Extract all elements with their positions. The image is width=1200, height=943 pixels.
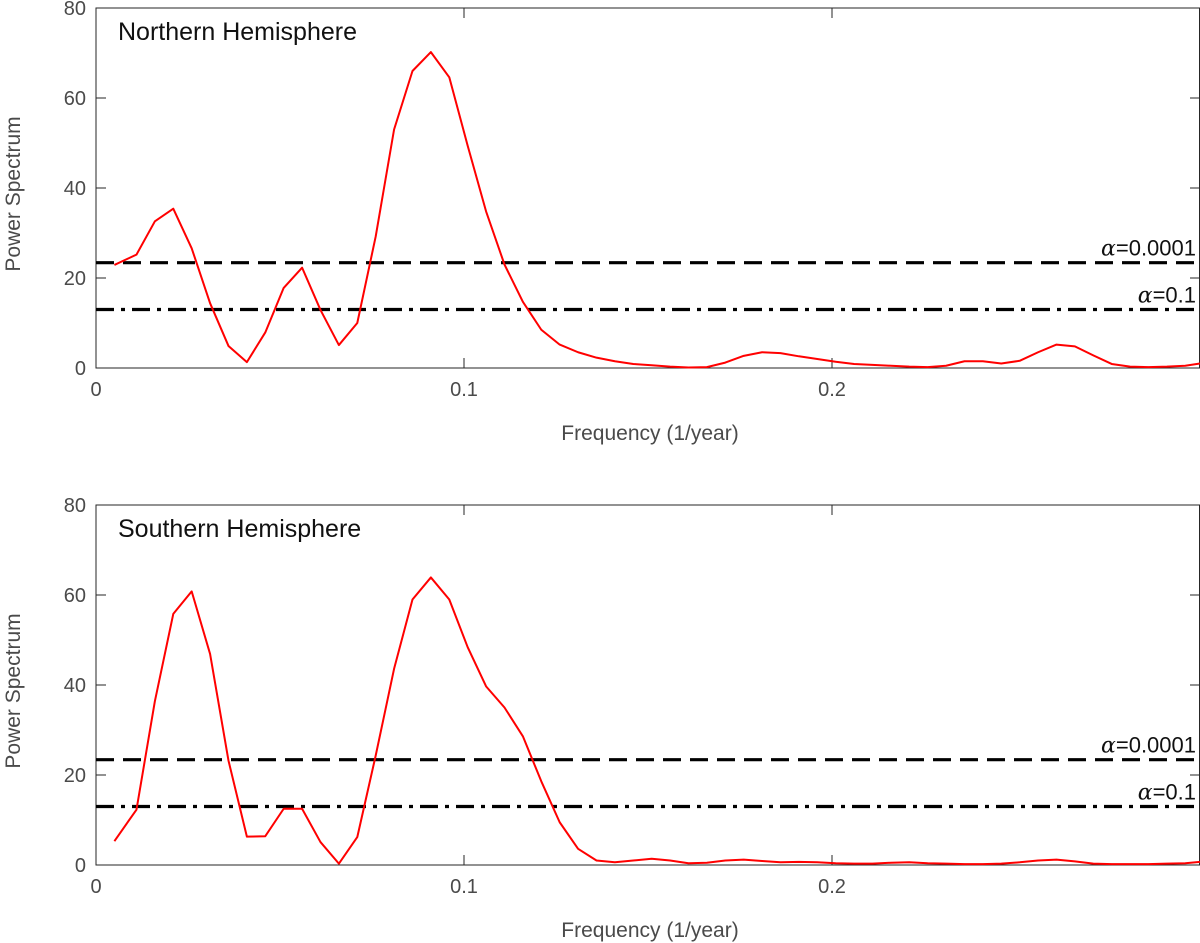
threshold-value: =0.0001: [1116, 236, 1196, 261]
x-tick-label: 0: [90, 379, 101, 401]
threshold-value: =0.0001: [1116, 733, 1196, 758]
threshold-symbol: α: [1101, 237, 1116, 262]
y-axis-label: Power Spectrum: [2, 613, 25, 768]
x-tick-label: 0: [90, 876, 101, 898]
y-tick-label: 0: [75, 358, 86, 380]
threshold-label: α=0.1: [1138, 283, 1196, 309]
x-tick-label: 0.1: [450, 379, 478, 401]
chart-panel-2: 0 20 40 60 80 0 0.1 0.2 Frequency (1/year) Power …: [2, 495, 1200, 942]
y-tick-label: 80: [64, 0, 86, 20]
y-tick-label: 0: [75, 855, 86, 877]
y-tick-label: 20: [64, 765, 86, 787]
y-tick-label: 40: [64, 178, 86, 200]
panel-title: Southern Hemisphere: [118, 515, 361, 543]
series-line: [113, 51, 1200, 369]
series-line: [113, 576, 1200, 866]
y-tick-label: 80: [64, 495, 86, 517]
panel-title: Northern Hemisphere: [118, 18, 357, 46]
plot-frame: [95, 7, 1200, 369]
y-tick-label: 60: [64, 88, 86, 110]
chart-panel-1: 0 20 40 60 80 0 0.1 0.2 Frequency (1/year) Power …: [2, 0, 1200, 445]
threshold-label: α=0.0001: [1101, 236, 1196, 262]
x-tick-label: 0.2: [818, 876, 846, 898]
x-tick-label: 0.2: [818, 379, 846, 401]
y-tick-label: 40: [64, 675, 86, 697]
y-tick-label: 60: [64, 585, 86, 607]
y-axis-label: Power Spectrum: [2, 116, 25, 271]
x-axis-label: Frequency (1/year): [561, 919, 738, 942]
plot-frame: [95, 504, 1200, 866]
x-axis-label: Frequency (1/year): [561, 422, 738, 445]
y-tick-label: 20: [64, 268, 86, 290]
threshold-symbol: α: [1101, 734, 1116, 759]
threshold-symbol: α: [1138, 284, 1153, 309]
threshold-value: =0.1: [1153, 283, 1196, 308]
threshold-symbol: α: [1138, 781, 1153, 806]
threshold-label: α=0.1: [1138, 780, 1196, 806]
threshold-label: α=0.0001: [1101, 733, 1196, 759]
threshold-value: =0.1: [1153, 780, 1196, 805]
x-tick-label: 0.1: [450, 876, 478, 898]
